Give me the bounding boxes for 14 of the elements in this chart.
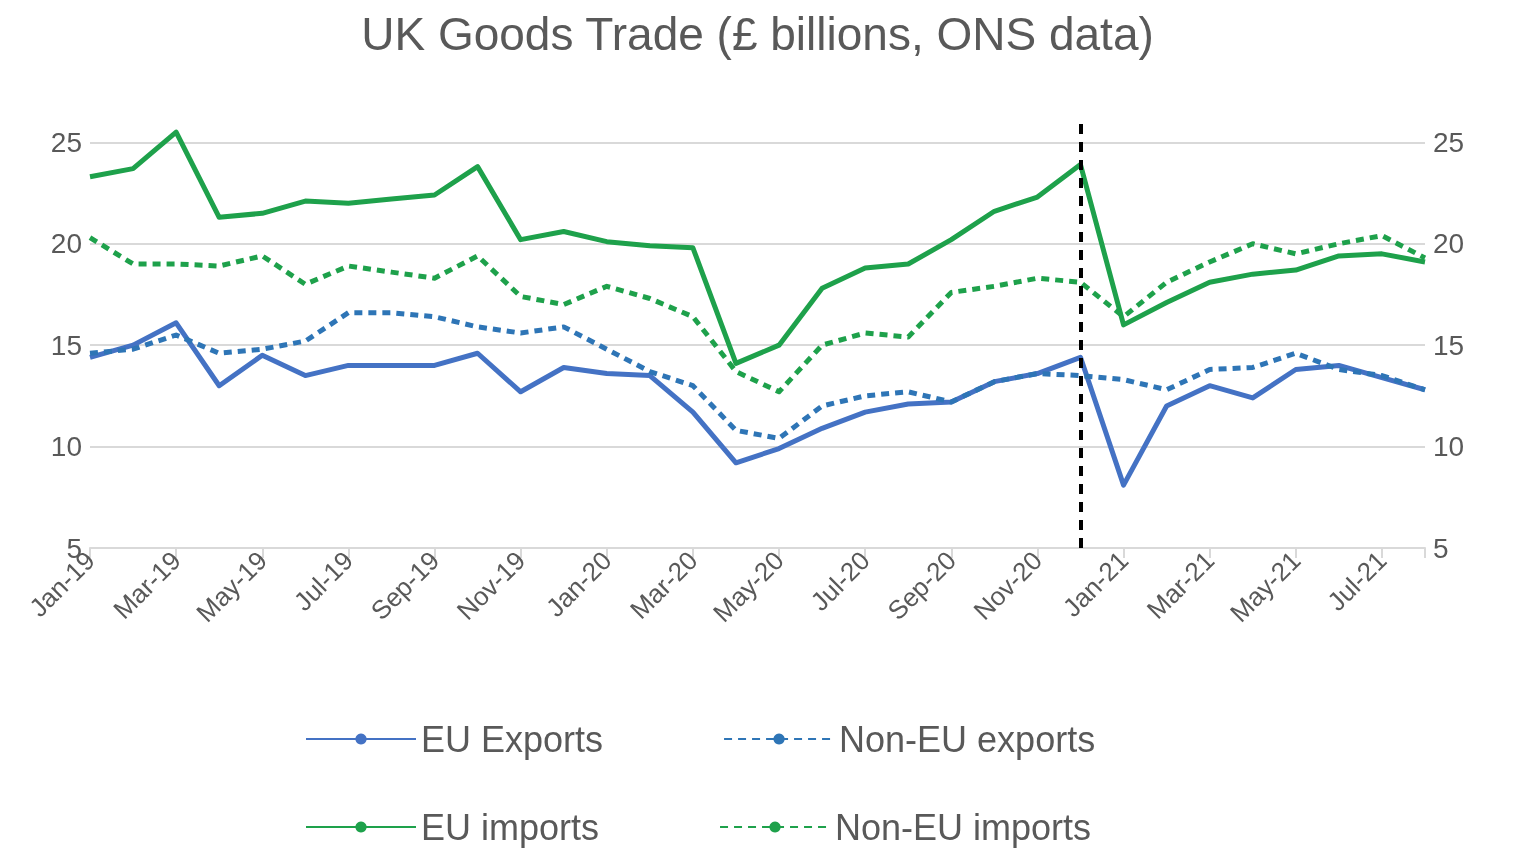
y2-tick-label: 25: [1433, 126, 1465, 158]
y-tick-label: 20: [50, 228, 82, 260]
y-tick-label: 15: [50, 329, 82, 361]
legend-label: Non-EU imports: [835, 806, 1092, 848]
y-tick-label: 10: [50, 431, 82, 463]
y2-tick-label: 5: [1433, 532, 1449, 564]
y2-tick-label: 15: [1433, 329, 1465, 361]
legend-label: Non-EU exports: [839, 718, 1096, 760]
legend-label: EU imports: [421, 806, 600, 848]
y-tick-label: 25: [50, 126, 82, 158]
y2-tick-label: 10: [1433, 431, 1465, 463]
legend-label: EU Exports: [421, 718, 604, 760]
y2-tick-label: 20: [1433, 228, 1465, 260]
chart-title: UK Goods Trade (£ billions, ONS data): [361, 8, 1154, 60]
